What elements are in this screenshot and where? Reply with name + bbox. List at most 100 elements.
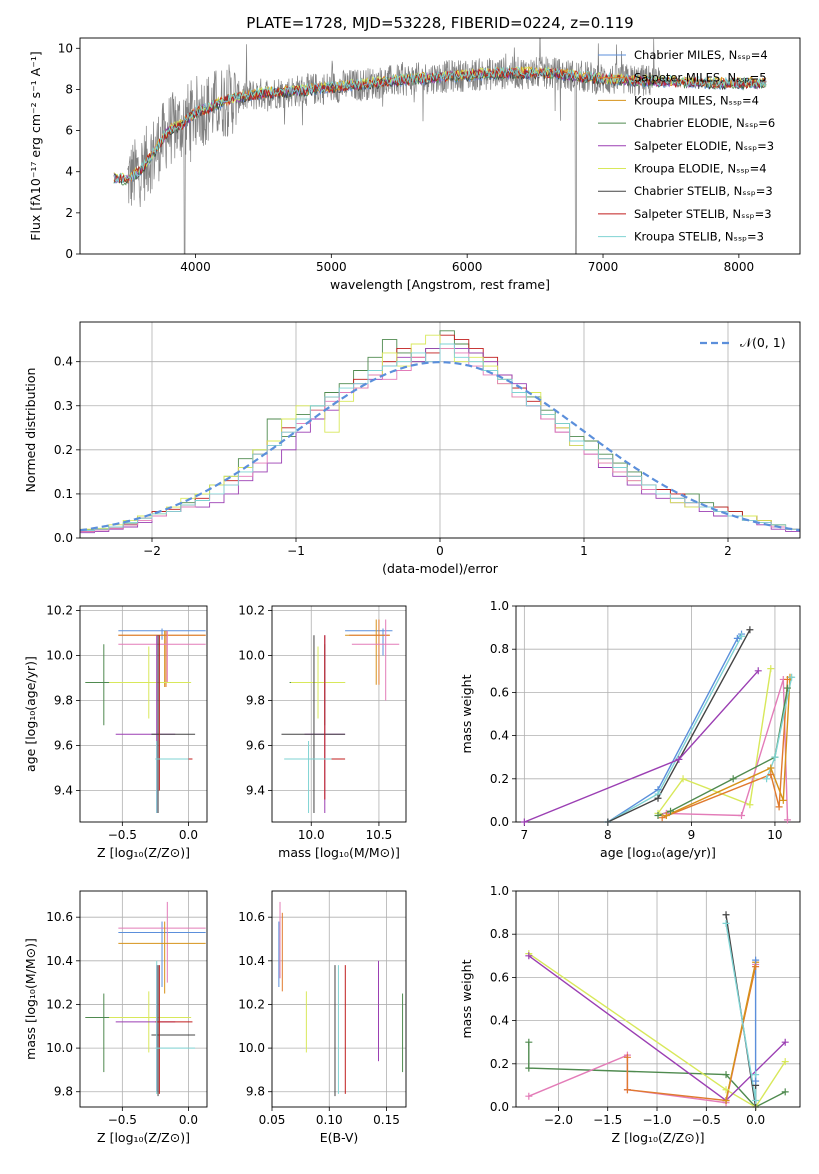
x-axis-label: Z [log₁₀(Z/Z⊙)] — [97, 1130, 190, 1145]
y-axis-label: Flux [fλ10⁻¹⁷ erg cm⁻² s⁻¹ A⁻¹] — [28, 51, 43, 240]
y-tick-label: 10 — [58, 41, 73, 55]
legend-entry: Salpeter ELODIE, Nₛₛₚ=3 — [634, 139, 774, 153]
weight-line — [666, 677, 791, 817]
y-tick-label: 0.0 — [490, 1100, 509, 1114]
plot-area — [113, 38, 767, 254]
x-tick-label: 1 — [580, 544, 588, 558]
x-axis-label: mass [log₁₀(M/M⊙)] — [278, 845, 400, 860]
weight-marker — [520, 818, 528, 826]
x-tick-label: −2 — [143, 544, 161, 558]
model-chabrier-stelib — [113, 68, 767, 184]
weight-marker — [752, 1103, 760, 1111]
weight-marker — [788, 673, 796, 681]
weight-marker — [779, 796, 787, 804]
x-tick-label: 4000 — [180, 260, 211, 274]
x-axis-label: age [log₁₀(age/yr)] — [600, 845, 716, 860]
weight-marker — [775, 803, 783, 811]
y-tick-label: 10.0 — [46, 1041, 73, 1055]
y-tick-label: 9.8 — [246, 1085, 265, 1099]
y-tick-label: 9.8 — [54, 694, 73, 708]
weight-marker — [738, 812, 746, 820]
x-axis-label: Z [log₁₀(Z/Z⊙)] — [97, 845, 190, 860]
weight-marker — [783, 816, 791, 824]
hist-kroupa-stelib — [80, 343, 800, 538]
plot-area — [80, 330, 800, 538]
weight-marker — [675, 755, 683, 763]
y-tick-label: 10.6 — [46, 910, 73, 924]
weight-marker — [733, 634, 741, 642]
y-tick-label: 0.6 — [490, 970, 509, 984]
y-tick-label: 10.4 — [238, 954, 265, 968]
plot-area — [278, 901, 404, 1097]
weight-marker — [767, 764, 775, 772]
axes-frame — [79, 605, 208, 823]
x-tick-label: 0.0 — [746, 1113, 765, 1127]
legend-entry: Chabrier STELIB, Nₛₛₚ=3 — [634, 184, 773, 198]
chart-weight-vs-age: 7 8 9 10 0.0 0.2 0.4 0.6 0.8 1.0 age [log₁₀(age/yr… — [459, 599, 801, 860]
weight-marker — [623, 1053, 631, 1061]
x-tick-label: −2.0 — [544, 1113, 573, 1127]
y-tick-label: 0.1 — [54, 487, 73, 501]
model-kroupa-stelib — [113, 65, 767, 184]
weight-line — [657, 668, 772, 814]
x-tick-label: 8 — [604, 828, 612, 842]
weight-marker — [623, 1086, 631, 1094]
y-tick-label: 9.4 — [246, 784, 265, 798]
x-tick-label: 10.0 — [298, 828, 325, 842]
weight-marker — [604, 818, 612, 826]
axes-frame — [79, 37, 801, 255]
y-tick-label: 2 — [65, 206, 73, 220]
y-axis-label: mass weight — [459, 959, 474, 1038]
weight-marker — [525, 1092, 533, 1100]
y-tick-label: 10.0 — [238, 1041, 265, 1055]
model-chabrier-miles — [113, 67, 767, 184]
x-tick-label: 6000 — [452, 260, 483, 274]
weight-marker — [738, 632, 746, 640]
x-axis-label: Z [log₁₀(Z/Z⊙)] — [612, 1130, 705, 1145]
y-axis-label: age [log₁₀(age/yr)] — [23, 656, 38, 772]
x-tick-label: 10.5 — [366, 828, 393, 842]
y-tick-label: 0.2 — [490, 1057, 509, 1071]
legend-entry: Salpeter MILES, Nₛₛₚ=5 — [634, 71, 767, 85]
x-tick-label: 0.0 — [179, 828, 198, 842]
y-tick-label: 0.2 — [54, 443, 73, 457]
weight-marker — [662, 812, 670, 820]
y-tick-label: 10.0 — [238, 649, 265, 663]
weight-marker — [771, 753, 779, 761]
y-tick-label: 10.2 — [46, 604, 73, 618]
weight-marker — [783, 684, 791, 692]
chart-mass-vs-Z: −0.5 0.0 9.8 10.0 10.2 10.4 10.6 Z [log₁₀(Z/Z⊙)… — [23, 890, 208, 1145]
x-tick-label: 7000 — [588, 260, 619, 274]
plot-area — [281, 619, 400, 813]
chart-weight-vs-Z: −2.0 −1.5 −1.0 −0.5 0.0 0.0 0.2 0.4 0.6 0.8 1.0 Z [… — [459, 884, 801, 1145]
y-tick-label: 0.4 — [490, 729, 509, 743]
weight-marker — [752, 1071, 760, 1079]
weight-marker — [679, 775, 687, 783]
weight-marker — [722, 1097, 730, 1105]
weight-marker — [781, 1038, 789, 1046]
y-tick-label: 0.0 — [490, 815, 509, 829]
y-tick-label: 10.6 — [238, 910, 265, 924]
chart-spectrum: 4000 5000 6000 7000 8000 0 2 4 6 8 10 wavelength [A… — [28, 37, 801, 292]
y-axis-label: mass [log₁₀(M/M⊙)] — [23, 938, 38, 1060]
weight-marker — [781, 1088, 789, 1096]
axes-frame — [515, 605, 801, 823]
weight-marker — [667, 807, 675, 815]
plot-area — [85, 901, 206, 1097]
x-tick-label: −0.5 — [692, 1113, 721, 1127]
x-tick-label: −0.5 — [108, 1113, 137, 1127]
weight-marker — [763, 775, 771, 783]
y-tick-label: 6 — [65, 124, 73, 138]
y-tick-label: 0.4 — [490, 1014, 509, 1028]
weight-marker — [654, 794, 662, 802]
x-tick-label: 0.05 — [259, 1113, 286, 1127]
weight-line — [661, 679, 789, 819]
plot-area — [524, 629, 793, 822]
y-tick-label: 10.2 — [238, 604, 265, 618]
weight-marker — [752, 1077, 760, 1085]
legend-entry: Salpeter STELIB, Nₛₛₚ=3 — [634, 207, 772, 221]
x-axis-label: E(B-V) — [320, 1130, 359, 1145]
normal-curve — [80, 360, 800, 532]
y-tick-label: 9.6 — [246, 739, 265, 753]
